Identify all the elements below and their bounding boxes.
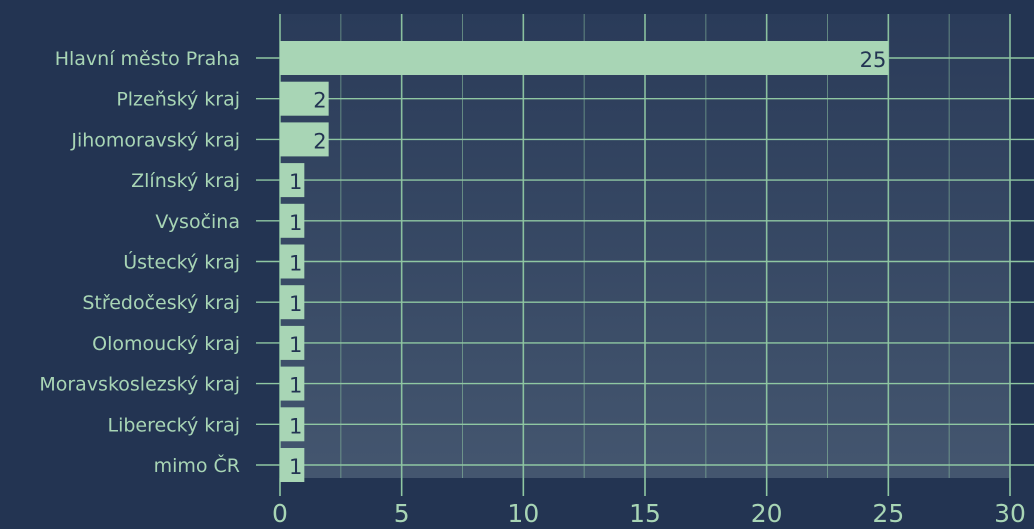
data-label: 2: [313, 129, 326, 153]
data-label: 1: [289, 333, 302, 357]
x-tick-label: 25: [872, 499, 904, 528]
x-tick-label: 15: [629, 499, 661, 528]
bar: [280, 81, 329, 116]
data-label: 1: [289, 211, 302, 235]
y-axis-labels: Hlavní město Praha Plzeňský kraj Jihomorav…: [39, 48, 240, 477]
data-label: 1: [289, 252, 302, 276]
x-tick-label: 5: [394, 499, 410, 528]
bar: [280, 203, 305, 238]
y-axis-label: Středočeský kraj: [82, 292, 240, 314]
bar: [280, 366, 305, 401]
y-axis-label: Liberecký kraj: [108, 414, 241, 436]
y-axis-label: Zlínský kraj: [131, 170, 240, 192]
x-tick-label: 0: [272, 499, 288, 528]
data-label: 1: [289, 170, 302, 194]
y-axis-label: Vysočina: [155, 211, 240, 233]
bar: [280, 407, 305, 442]
data-label: 1: [289, 292, 302, 316]
y-axis-label: Ústecký kraj: [123, 250, 240, 274]
bar: [280, 163, 305, 198]
y-axis-label: Plzeňský kraj: [116, 89, 240, 111]
bar: [280, 122, 329, 157]
bar: [280, 244, 305, 279]
data-label: 1: [289, 455, 302, 479]
bar: [280, 41, 889, 75]
y-axis-label: Moravskoslezský kraj: [39, 374, 240, 396]
x-tick-label: 10: [507, 499, 539, 528]
data-label: 1: [289, 374, 302, 398]
data-label: 25: [860, 48, 887, 72]
x-axis-labels: 0 5 10 15 20 25 30: [272, 499, 1026, 528]
data-label: 2: [313, 89, 326, 113]
y-axis-label: Olomoucký kraj: [92, 333, 240, 355]
y-axis-label: Hlavní město Praha: [55, 48, 240, 70]
bar: [280, 448, 305, 482]
x-tick-label: 30: [994, 499, 1026, 528]
bar: [280, 285, 305, 320]
data-label: 1: [289, 414, 302, 438]
grid: [256, 14, 1034, 496]
y-axis-label: Jihomoravský kraj: [70, 129, 240, 151]
bars: [280, 41, 889, 482]
y-axis-label: mimo ČR: [154, 453, 240, 477]
x-tick-label: 20: [751, 499, 783, 528]
bar: [280, 325, 305, 360]
